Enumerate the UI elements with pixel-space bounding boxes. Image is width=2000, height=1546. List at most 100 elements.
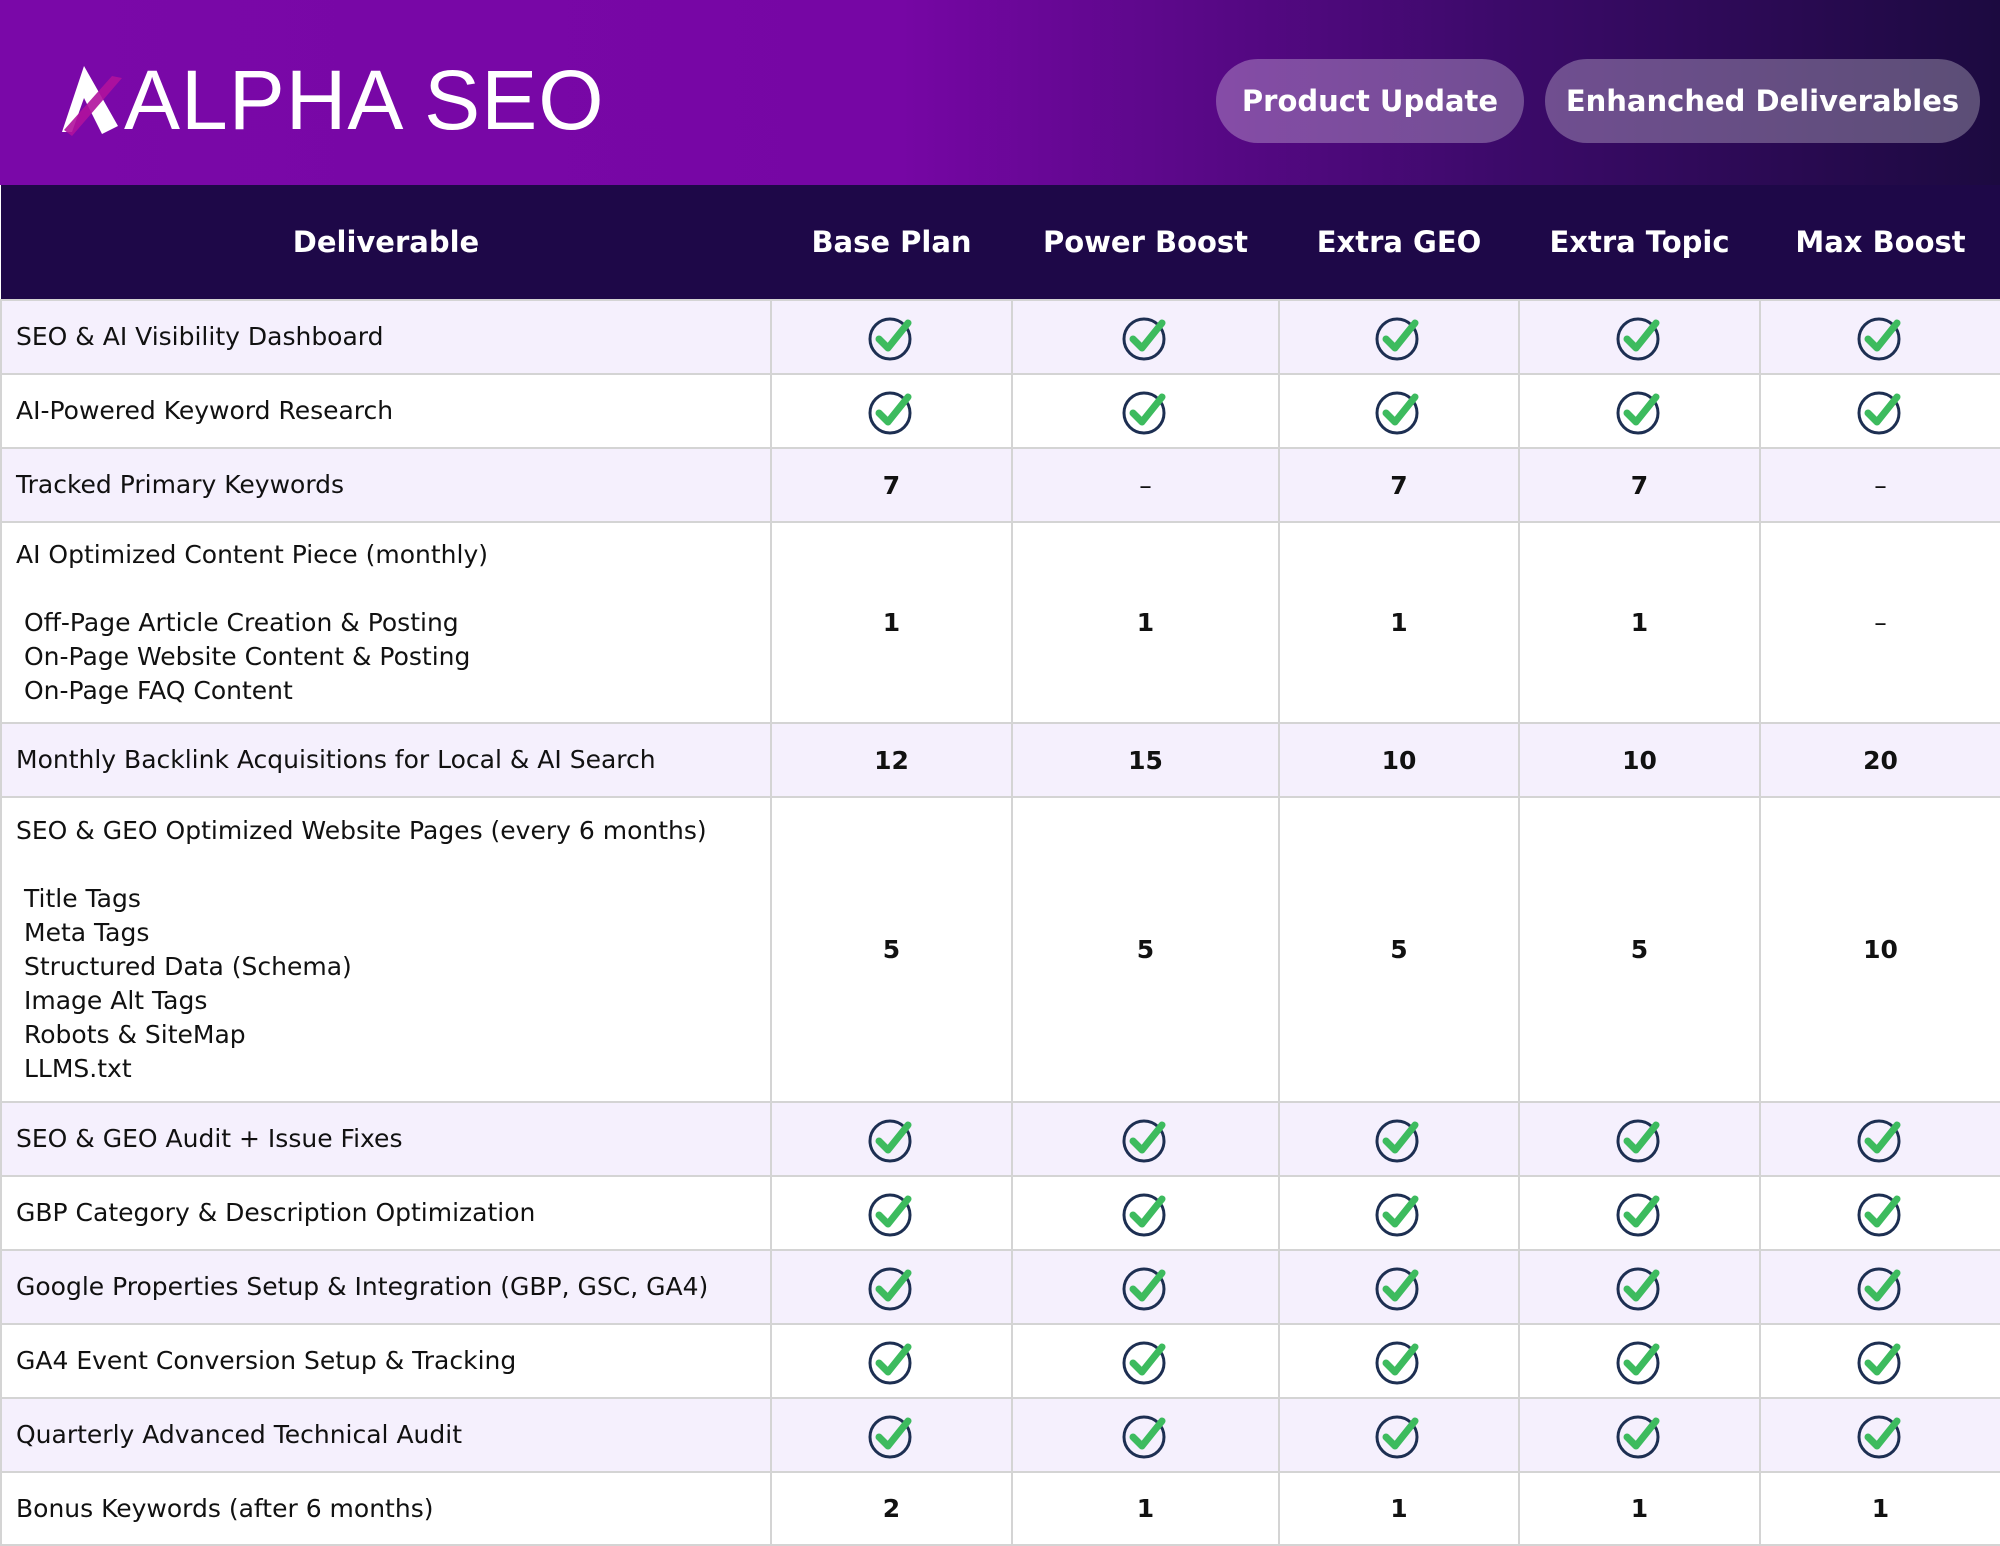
included-cell — [1011, 1175, 1280, 1251]
check-circle-icon — [1120, 1335, 1172, 1387]
check-circle-icon — [1120, 385, 1172, 437]
product-update-button[interactable]: Product Update — [1216, 59, 1524, 143]
check-circle-icon — [1855, 385, 1907, 437]
value-cell: 2 — [770, 1471, 1013, 1546]
deliverable-sub-item: On-Page Website Content & Posting — [24, 641, 471, 671]
value-cell: 1 — [1011, 1471, 1280, 1546]
included-cell — [1278, 1249, 1520, 1325]
included-cell — [1759, 1101, 2000, 1177]
value-cell: – — [1759, 447, 2000, 523]
column-header: Base Plan — [771, 185, 1012, 300]
deliverable-sub-item: LLMS.txt — [24, 1053, 132, 1083]
included-cell — [1011, 1249, 1280, 1325]
included-cell — [1518, 1249, 1761, 1325]
included-cell — [770, 373, 1013, 449]
deliverable-label: SEO & AI Visibility Dashboard — [16, 322, 384, 351]
included-cell — [1278, 1323, 1520, 1399]
deliverable-cell: SEO & AI Visibility Dashboard — [0, 299, 772, 375]
logo-text: ALPHA SEO — [124, 52, 605, 147]
check-circle-icon — [1855, 1187, 1907, 1239]
table-row: Tracked Primary Keywords 7–7 7– — [0, 447, 2000, 523]
included-cell — [1759, 373, 2000, 449]
check-circle-icon — [1373, 385, 1425, 437]
deliverables-table: Deliverable Base Plan Power Boost Extra GEO… — [0, 185, 2000, 1546]
included-cell — [1278, 1175, 1520, 1251]
included-cell — [1278, 1397, 1520, 1473]
included-cell — [1011, 1323, 1280, 1399]
deliverable-label: Bonus Keywords (after 6 months) — [16, 1493, 434, 1523]
table-header-row: Deliverable Base Plan Power Boost Extra GEO… — [1, 185, 2000, 300]
value-cell: 1 — [1759, 1471, 2000, 1546]
included-cell — [770, 1101, 1013, 1177]
column-header: Power Boost — [1012, 185, 1279, 300]
table-row: Monthly Backlink Acquisitions for Local … — [0, 722, 2000, 798]
included-cell — [1278, 373, 1520, 449]
table-row: SEO & GEO Audit + Issue Fixes — [0, 1101, 2000, 1177]
included-cell — [1518, 373, 1761, 449]
check-circle-icon — [866, 1187, 918, 1239]
included-cell — [770, 299, 1013, 375]
included-cell — [1011, 373, 1280, 449]
table-row: AI-Powered Keyword Research — [0, 373, 2000, 449]
value-cell: 7 — [1278, 447, 1520, 523]
check-circle-icon — [1614, 385, 1666, 437]
column-header: Extra Topic — [1519, 185, 1760, 300]
deliverable-label: Quarterly Advanced Technical Audit — [16, 1420, 463, 1449]
deliverable-cell: SEO & GEO Audit + Issue Fixes — [0, 1101, 772, 1177]
deliverable-cell: AI-Powered Keyword Research — [0, 373, 772, 449]
included-cell — [1278, 1101, 1520, 1177]
value-cell: 7 — [770, 447, 1013, 523]
check-circle-icon — [1855, 311, 1907, 363]
included-cell — [770, 1175, 1013, 1251]
value-cell: 5 — [1011, 796, 1280, 1103]
deliverable-label: AI-Powered Keyword Research — [16, 396, 394, 425]
deliverable-cell: Quarterly Advanced Technical Audit — [0, 1397, 772, 1473]
value-cell: 5 — [1278, 796, 1520, 1103]
column-header: Max Boost — [1760, 185, 2000, 300]
check-circle-icon — [866, 1113, 918, 1165]
included-cell — [770, 1323, 1013, 1399]
value-cell: – — [1011, 447, 1280, 523]
included-cell — [1759, 1397, 2000, 1473]
table-row: SEO & GEO Optimized Website Pages (every… — [0, 796, 2000, 1103]
deliverable-sub-item: On-Page FAQ Content — [24, 675, 293, 705]
check-circle-icon — [1614, 1113, 1666, 1165]
header-banner: ALPHA SEO Product Update Enhanched Deliv… — [0, 0, 2000, 185]
included-cell — [1518, 1323, 1761, 1399]
included-cell — [1759, 1175, 2000, 1251]
check-circle-icon — [866, 1335, 918, 1387]
table-row: Quarterly Advanced Technical Audit — [0, 1397, 2000, 1473]
value-cell: 1 — [1518, 1471, 1761, 1546]
check-circle-icon — [1373, 1113, 1425, 1165]
column-header: Deliverable — [1, 185, 771, 300]
value-cell: 10 — [1759, 796, 2000, 1103]
value-cell: 12 — [770, 722, 1013, 798]
included-cell — [1011, 1101, 1280, 1177]
enhanced-deliverables-button[interactable]: Enhanched Deliverables — [1545, 59, 1980, 143]
included-cell — [1011, 1397, 1280, 1473]
table-row: AI Optimized Content Piece (monthly) Off-… — [0, 521, 2000, 724]
value-cell: 1 — [1278, 1471, 1520, 1546]
deliverable-cell: GBP Category & Description Optimization — [0, 1175, 772, 1251]
deliverable-cell: SEO & GEO Optimized Website Pages (every… — [0, 796, 772, 1103]
check-circle-icon — [866, 311, 918, 363]
column-header: Extra GEO — [1279, 185, 1519, 300]
check-circle-icon — [1373, 1187, 1425, 1239]
check-circle-icon — [1373, 1409, 1425, 1461]
check-circle-icon — [1614, 1409, 1666, 1461]
deliverable-label: AI Optimized Content Piece (monthly) — [16, 539, 489, 569]
check-circle-icon — [1855, 1409, 1907, 1461]
included-cell — [770, 1397, 1013, 1473]
check-circle-icon — [1855, 1261, 1907, 1313]
check-circle-icon — [1614, 1335, 1666, 1387]
alpha-logo-icon — [62, 65, 122, 136]
deliverable-label: SEO & GEO Optimized Website Pages (every… — [16, 815, 707, 845]
included-cell — [1011, 299, 1280, 375]
check-circle-icon — [1614, 1261, 1666, 1313]
check-circle-icon — [1373, 1261, 1425, 1313]
deliverable-cell: Bonus Keywords (after 6 months) — [0, 1471, 772, 1546]
included-cell — [1278, 299, 1520, 375]
deliverable-label: GA4 Event Conversion Setup & Tracking — [16, 1346, 517, 1375]
deliverable-cell: Google Properties Setup & Integration (G… — [0, 1249, 772, 1325]
check-circle-icon — [1120, 311, 1172, 363]
